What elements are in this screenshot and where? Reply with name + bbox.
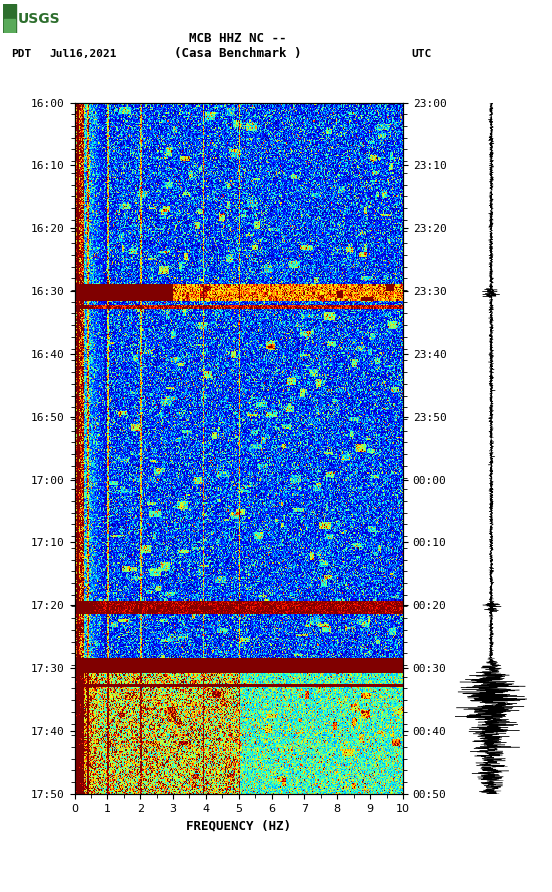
Text: PDT: PDT <box>11 48 31 59</box>
Bar <box>4 19 15 33</box>
Text: Jul16,2021: Jul16,2021 <box>50 48 117 59</box>
Text: USGS: USGS <box>18 12 60 26</box>
Text: (Casa Benchmark ): (Casa Benchmark ) <box>174 47 301 60</box>
X-axis label: FREQUENCY (HZ): FREQUENCY (HZ) <box>186 819 291 832</box>
Text: MCB HHZ NC --: MCB HHZ NC -- <box>189 32 286 45</box>
Bar <box>3 4 16 33</box>
Text: UTC: UTC <box>411 48 432 59</box>
